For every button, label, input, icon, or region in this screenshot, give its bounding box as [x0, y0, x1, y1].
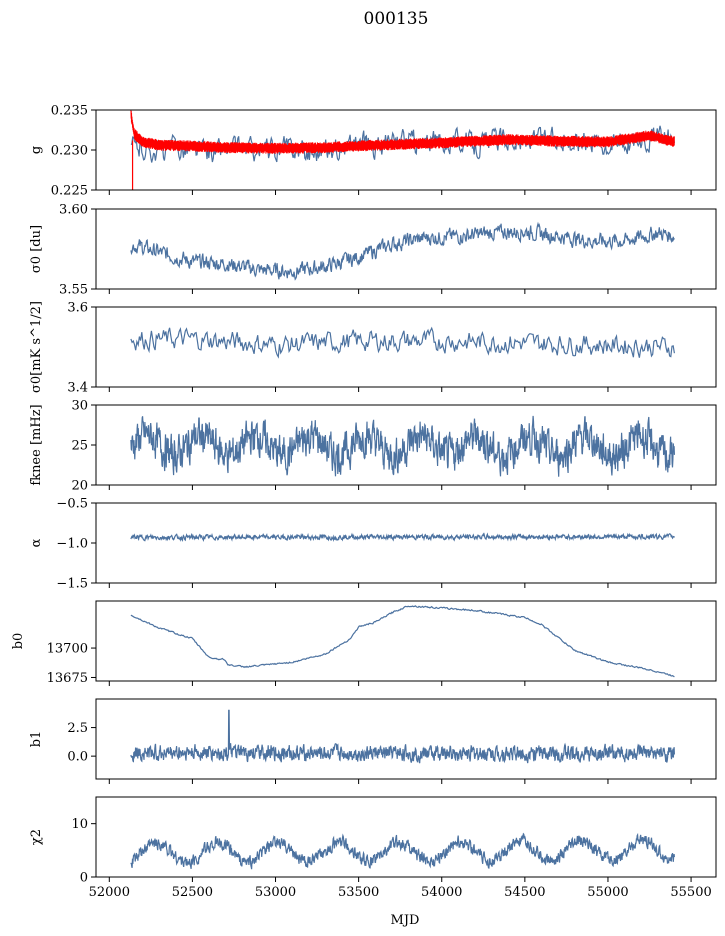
y-tick-label-g: 0.230: [51, 144, 88, 159]
panels: 0.225 0.230 0.235 g 3.55 3.60 σ0 [du] 3.4 3.6 σ0[…: [11, 104, 717, 900]
y-axis-label-sigma0_mk: σ0[mK s^1/2]: [29, 301, 44, 393]
panel-chi2: 0 10 52000 52500 53000 53500 54000 54500 55000 55…: [29, 796, 717, 900]
y-tick-label-g: 0.235: [51, 104, 88, 119]
y-tick-label-alpha: −1.5: [56, 577, 88, 592]
y-tick-label-fknee: 25: [71, 439, 88, 454]
panel-fknee: 20 25 30 fknee [mHz]: [29, 399, 717, 494]
x-tick-label: 54000: [421, 885, 462, 900]
panel-alpha: −1.5 −1.0 −0.5 α: [29, 497, 717, 592]
series-line-sigma0-0: [130, 221, 675, 281]
y-tick-label-b0: 13700: [47, 642, 88, 657]
y-tick-label-alpha: −1.0: [56, 537, 88, 552]
series-line-g-1: [130, 110, 675, 154]
x-tick-label: 54500: [504, 885, 545, 900]
y-axis-label-g: g: [29, 146, 44, 154]
y-tick-label-b0: 13675: [47, 671, 88, 686]
panel-frame-sigma0_mk: [95, 306, 717, 388]
y-tick-label-sigma0: 3.55: [59, 283, 88, 298]
panel-b0: 13675 13700 b0: [11, 600, 717, 686]
x-tick-label: 53000: [255, 885, 296, 900]
y-axis-label-alpha: α: [29, 538, 44, 547]
x-tick-label: 55500: [670, 885, 711, 900]
figure-title: 000135: [364, 9, 429, 29]
panel-frame-b1: [95, 698, 717, 780]
y-tick-label-fknee: 30: [71, 399, 88, 414]
y-tick-label-alpha: −0.5: [56, 497, 88, 512]
panel-frame-b0: [95, 600, 717, 682]
panel-frame-chi2: [95, 796, 717, 878]
y-tick-label-chi2: 10: [71, 817, 88, 832]
y-tick-label-g: 0.225: [51, 184, 88, 199]
series-line-sigma0_mk-0: [130, 326, 675, 359]
y-tick-label-b1: 0.0: [67, 750, 88, 765]
panel-sigma0: 3.55 3.60 σ0 [du]: [29, 203, 717, 298]
y-tick-label-fknee: 20: [71, 479, 88, 494]
y-axis-label-sigma0: σ0 [du]: [29, 225, 44, 273]
y-axis-label-fknee: fknee [mHz]: [29, 404, 44, 485]
panel-g: 0.225 0.230 0.235 g: [29, 104, 717, 199]
x-tick-label: 53500: [338, 885, 379, 900]
x-tick-label: 52500: [172, 885, 213, 900]
panel-frame-alpha: [95, 502, 717, 584]
y-axis-label-b0: b0: [11, 633, 26, 650]
x-axis-label: MJD: [391, 913, 420, 928]
y-tick-label-b1: 2.5: [67, 721, 88, 736]
y-tick-label-sigma0_mk: 3.6: [67, 301, 88, 316]
series-line-alpha-0: [130, 532, 675, 543]
y-axis-label-chi2: χ2: [29, 829, 44, 845]
panel-b1: 0.0 2.5 b1: [29, 698, 717, 784]
x-tick-label: 52000: [89, 885, 130, 900]
series-line-b0-0: [130, 605, 675, 678]
panel-sigma0_mk: 3.4 3.6 σ0[mK s^1/2]: [29, 301, 717, 396]
series-line-b1-0: [130, 709, 675, 764]
y-tick-label-chi2: 0: [80, 871, 88, 886]
series-line-chi2-0: [130, 832, 675, 870]
y-tick-label-sigma0: 3.60: [59, 203, 88, 218]
panel-frame-sigma0: [95, 208, 717, 290]
y-tick-label-sigma0_mk: 3.4: [67, 381, 88, 396]
y-axis-label-b1: b1: [29, 731, 44, 748]
x-tick-label: 55000: [587, 885, 628, 900]
series-line-fknee-0: [130, 415, 675, 477]
